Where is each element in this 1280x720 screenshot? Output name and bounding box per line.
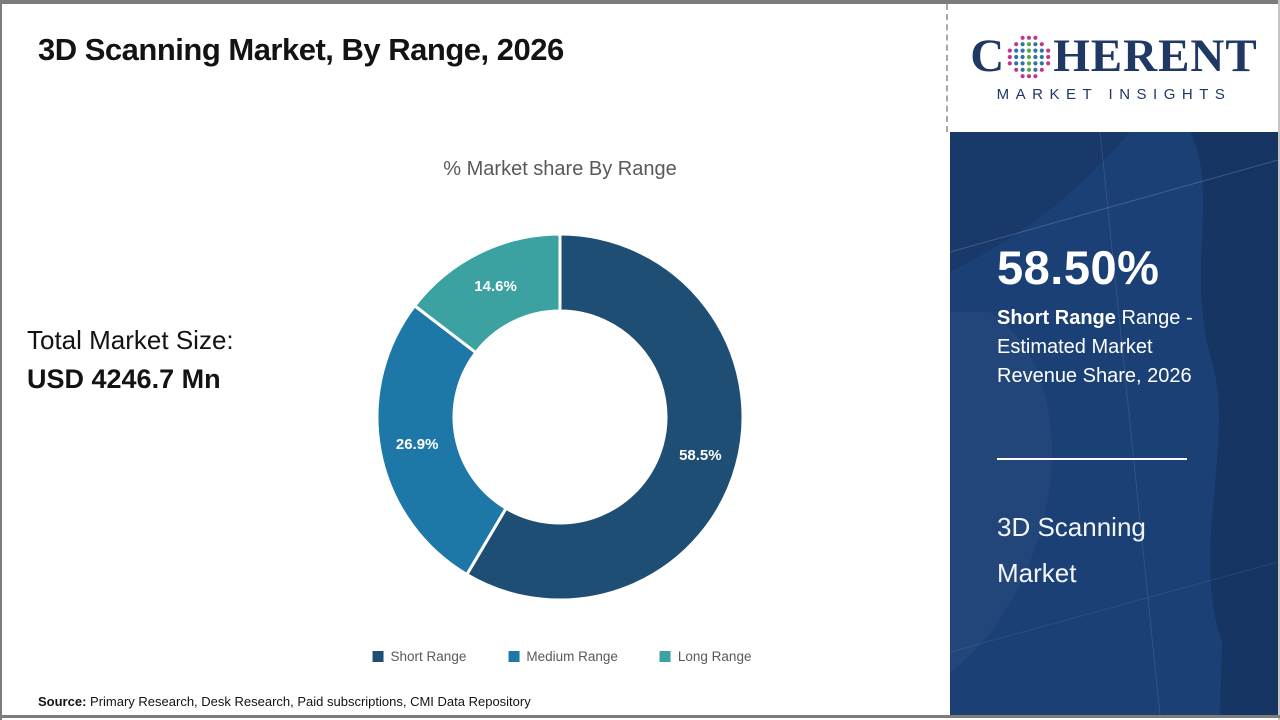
total-market-size: Total Market Size: USD 4246.7 Mn (27, 325, 234, 395)
sidebar-subtitle: Short Range Range - Estimated Market Rev… (997, 304, 1219, 391)
logo-letters-herent: HERENT (1053, 30, 1258, 82)
source-note: Source: Primary Research, Desk Research,… (38, 694, 531, 709)
chart-legend: Short Range Medium Range Long Range (372, 649, 752, 664)
sidebar: 58.50% Short Range Range - Estimated Mar… (950, 132, 1278, 715)
donut-slice-medium-range (375, 304, 508, 577)
sidebar-report-title: 3D Scanning Market (997, 512, 1146, 588)
source-label: Source: (38, 694, 87, 709)
page-title: 3D Scanning Market, By Range, 2026 (38, 32, 564, 67)
donut-data-label: 58.5% (679, 447, 722, 464)
total-market-size-value: USD 4246.7 Mn (27, 364, 221, 394)
brand-logo-subtitle: MARKET INSIGHTS (996, 86, 1232, 103)
donut-slice-short-range (465, 232, 745, 602)
sidebar-subtitle-rest: Range - Estimated Market Revenue Share, … (997, 307, 1193, 387)
donut-chart-svg: 58.5% 26.9% 14.6% (375, 232, 745, 602)
legend-item-medium-range: Medium Range (508, 649, 618, 664)
total-market-size-label: Total Market Size: (27, 325, 234, 355)
page-border-bottom (0, 715, 1280, 718)
chart-title: % Market share By Range (443, 158, 677, 180)
sidebar-map-texture (950, 132, 1278, 715)
legend-swatch (508, 651, 520, 662)
legend-item-long-range: Long Range (659, 649, 752, 664)
page-border-left (0, 0, 2, 720)
sidebar-divider-line (997, 458, 1187, 460)
sidebar-headline-value: 58.50% (997, 241, 1160, 294)
page-border-right (1278, 0, 1280, 720)
logo-letter-c: C (970, 30, 1006, 82)
donut-data-label: 26.9% (396, 436, 439, 453)
logo-globe-icon (1007, 35, 1051, 78)
legend-label: Medium Range (526, 649, 618, 664)
legend-label: Short Range (390, 649, 467, 664)
sidebar-subtitle-segment: Short Range (997, 307, 1116, 329)
logo-dashed-divider (946, 4, 948, 132)
legend-item-short-range: Short Range (372, 649, 467, 664)
donut-slice-long-range (413, 232, 562, 355)
brand-logo: C HERENT MARKET INSIGHTS (950, 4, 1278, 132)
source-text: Primary Research, Desk Research, Paid su… (86, 694, 531, 709)
brand-logo-wordmark: C HERENT (970, 33, 1257, 80)
legend-label: Long Range (677, 649, 752, 664)
legend-swatch (659, 651, 671, 662)
page-border-top (0, 0, 1280, 4)
donut-data-label: 14.6% (474, 278, 517, 295)
legend-swatch (372, 651, 384, 662)
